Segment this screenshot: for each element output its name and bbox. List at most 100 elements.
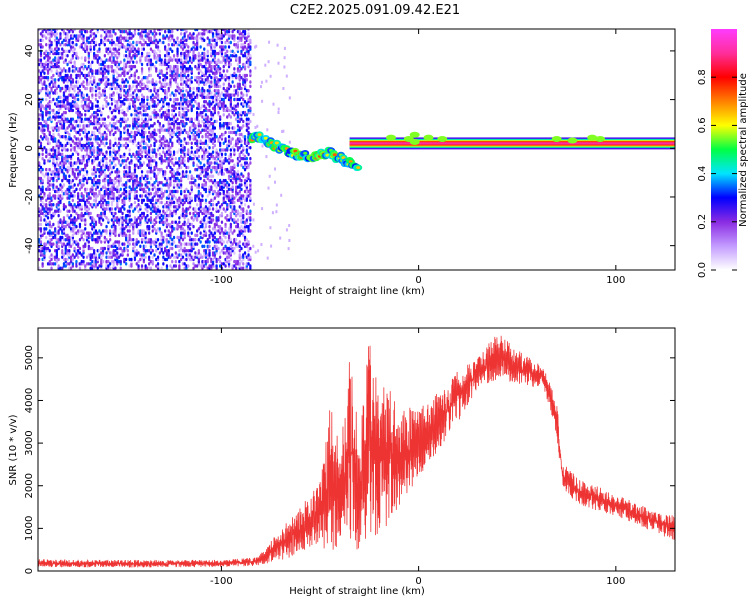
heatmap-cell (61, 235, 64, 240)
heatmap-cell (89, 211, 92, 216)
heatmap-cell (41, 205, 44, 209)
heatmap-cell (39, 89, 43, 93)
heatmap-cell (196, 139, 199, 143)
heatmap-cell (105, 238, 108, 242)
heatmap-cell (38, 69, 41, 73)
heatmap-cell (125, 45, 128, 49)
heatmap-cell (114, 130, 117, 135)
heatmap-cell (126, 156, 129, 161)
heatmap-cell (153, 253, 156, 257)
heatmap-cell (77, 73, 80, 78)
heatmap-cell (78, 139, 82, 143)
heatmap-cell (110, 178, 114, 183)
heatmap-cell (91, 38, 94, 43)
heatmap-cell (98, 126, 101, 130)
heatmap-cell (57, 119, 60, 124)
heatmap-cell (89, 29, 92, 34)
heatmap-cell (69, 117, 73, 121)
heatmap-cell (66, 49, 69, 54)
heatmap-cell (117, 84, 121, 89)
heatmap-cell (96, 108, 99, 113)
heatmap-cell (117, 51, 121, 56)
heatmap-cell (77, 156, 80, 161)
heatmap-cell (64, 49, 67, 54)
heatmap-cell (45, 154, 48, 159)
heatmap-cell (75, 150, 78, 154)
heatmap-cell (180, 183, 183, 187)
heatmap-cell (155, 132, 158, 137)
heatmap-cell (39, 78, 43, 82)
heatmap-cell (142, 47, 145, 51)
heatmap-cell (55, 178, 58, 183)
heatmap-cell (89, 100, 92, 104)
heatmap-cell (75, 176, 78, 181)
heatmap-cell (41, 29, 44, 34)
heatmap-cell (80, 178, 83, 183)
heatmap-cell (172, 200, 176, 205)
heatmap-cell (48, 141, 51, 146)
heatmap-cell (121, 78, 124, 82)
heatmap-cell (123, 97, 126, 102)
heatmap-cell (128, 242, 131, 246)
heatmap-cell (50, 262, 53, 266)
heatmap-cell (197, 249, 200, 253)
heatmap-cell (64, 143, 67, 148)
heatmap-cell (149, 115, 153, 119)
heatmap-cell (178, 220, 181, 224)
heatmap-cell (137, 128, 140, 132)
heatmap-cell (196, 242, 199, 246)
heatmap-cell (64, 264, 67, 268)
heatmap-cell (112, 229, 115, 233)
heatmap-cell (52, 231, 55, 235)
heatmap-cell (137, 47, 140, 51)
heatmap-cell (119, 231, 122, 235)
heatmap-cell (41, 137, 44, 141)
heatmap-cell (117, 159, 121, 163)
heatmap-cell (75, 97, 78, 102)
heatmap-cell (55, 115, 58, 119)
heatmap-cell (210, 80, 213, 84)
heatmap-cell (55, 154, 58, 159)
heatmap-cell (105, 255, 108, 259)
heatmap-cell (112, 192, 115, 196)
heatmap-cell (64, 84, 67, 89)
heatmap-cell (96, 58, 99, 62)
heatmap-cell (156, 262, 160, 266)
heatmap-cell (194, 178, 197, 183)
heatmap-cell (48, 152, 51, 157)
heatmap-cell (54, 38, 57, 43)
heatmap-cell (41, 200, 44, 205)
heatmap-cell (87, 231, 90, 235)
heatmap-cell (117, 45, 121, 49)
heatmap-cell (165, 75, 169, 80)
heatmap-cell (66, 40, 69, 45)
heatmap-cell (39, 135, 43, 139)
heatmap-cell (61, 194, 64, 198)
heatmap-cell (101, 229, 105, 233)
heatmap-cell (123, 117, 126, 121)
heatmap-cell (116, 246, 119, 251)
heatmap-cell (101, 259, 105, 264)
heatmap-cell (45, 43, 48, 47)
heatmap-cell (71, 257, 74, 262)
heatmap-cell (149, 143, 153, 148)
heatmap-cell (54, 172, 57, 176)
heatmap-cell (84, 56, 87, 60)
heatmap-cell (98, 47, 101, 51)
heatmap-cell (105, 200, 108, 205)
heatmap-cell (38, 58, 41, 62)
heatmap-cell (62, 172, 66, 176)
heatmap-cell (100, 93, 103, 97)
heatmap-cell (96, 167, 99, 172)
heatmap-cell (172, 240, 176, 244)
heatmap-cell (117, 255, 121, 259)
heatmap-cell (178, 264, 181, 268)
heatmap-cell (103, 71, 106, 75)
heatmap-cell (69, 203, 73, 207)
heatmap-cell (73, 255, 76, 259)
heatmap-cell (208, 224, 211, 229)
heatmap-cell (73, 240, 76, 244)
heatmap-cell (71, 29, 74, 34)
heatmap-cell (117, 240, 121, 244)
heatmap-cell (62, 253, 66, 257)
